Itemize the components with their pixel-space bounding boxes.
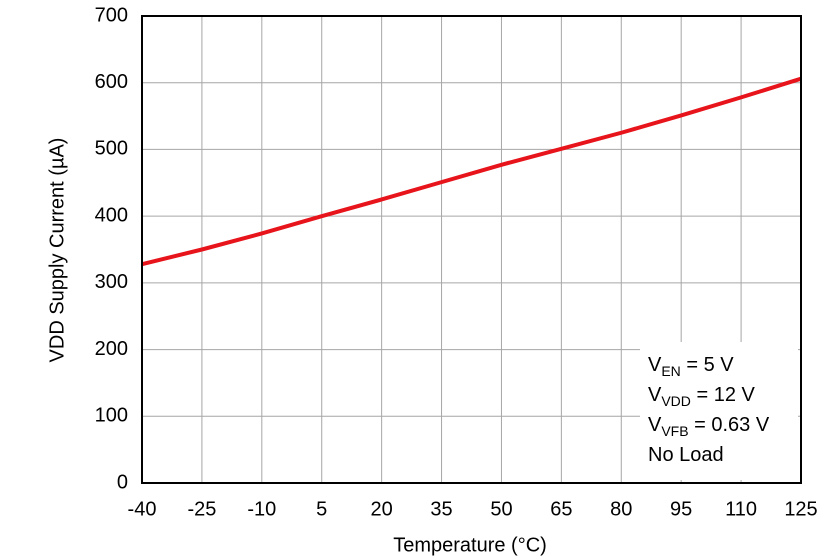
y-tick-label: 400 <box>95 204 128 226</box>
y-tick-label: 300 <box>95 271 128 293</box>
x-tick-label: 125 <box>784 498 817 520</box>
x-tick-label: -25 <box>187 498 216 520</box>
annotation-sub: VDD <box>661 393 691 409</box>
annotation-rest: = 12 V <box>691 384 756 406</box>
plot <box>141 76 802 267</box>
annotation-rest: = 5 V <box>681 354 734 376</box>
data-line <box>141 76 802 267</box>
y-tick-label: 600 <box>95 71 128 93</box>
y-tick-label: 700 <box>95 4 128 26</box>
x-tick-label: 35 <box>430 498 452 520</box>
y-tick-label: 0 <box>117 471 128 493</box>
x-tick-label: 95 <box>670 498 692 520</box>
y-tick-label: 500 <box>95 138 128 160</box>
x-tick-label: 80 <box>610 498 632 520</box>
annotation-sub: VFB <box>661 423 688 439</box>
annotation-sub: EN <box>661 363 680 379</box>
x-tick-label: 20 <box>371 498 393 520</box>
x-tick-label: 5 <box>316 498 327 520</box>
x-tick-label: 65 <box>550 498 572 520</box>
y-axis-label: VDD Supply Current (µA) <box>46 138 68 363</box>
grid <box>141 15 802 484</box>
y-tick-label: 100 <box>95 405 128 427</box>
annotation-box <box>640 342 798 480</box>
annotation-base: No Load <box>648 444 724 466</box>
annotation-base: V <box>648 354 662 376</box>
x-tick-label: 50 <box>490 498 512 520</box>
y-tick-label: 200 <box>95 338 128 360</box>
annotation: No Load <box>648 444 724 466</box>
annotation: VVDD = 12 V <box>648 384 756 408</box>
plot-frame <box>141 15 802 484</box>
annotation: VVFB = 0.63 V <box>648 414 770 438</box>
annotation-base: V <box>648 384 662 406</box>
x-tick-label: -40 <box>128 498 157 520</box>
annotation-rest: = 0.63 V <box>689 414 770 436</box>
annotation: VEN = 5 V <box>648 354 734 378</box>
x-tick-label: 110 <box>725 498 757 520</box>
annotation-base: V <box>648 414 662 436</box>
x-tick-label: -10 <box>247 498 276 520</box>
x-axis-label: Temperature (°C) <box>393 534 547 556</box>
